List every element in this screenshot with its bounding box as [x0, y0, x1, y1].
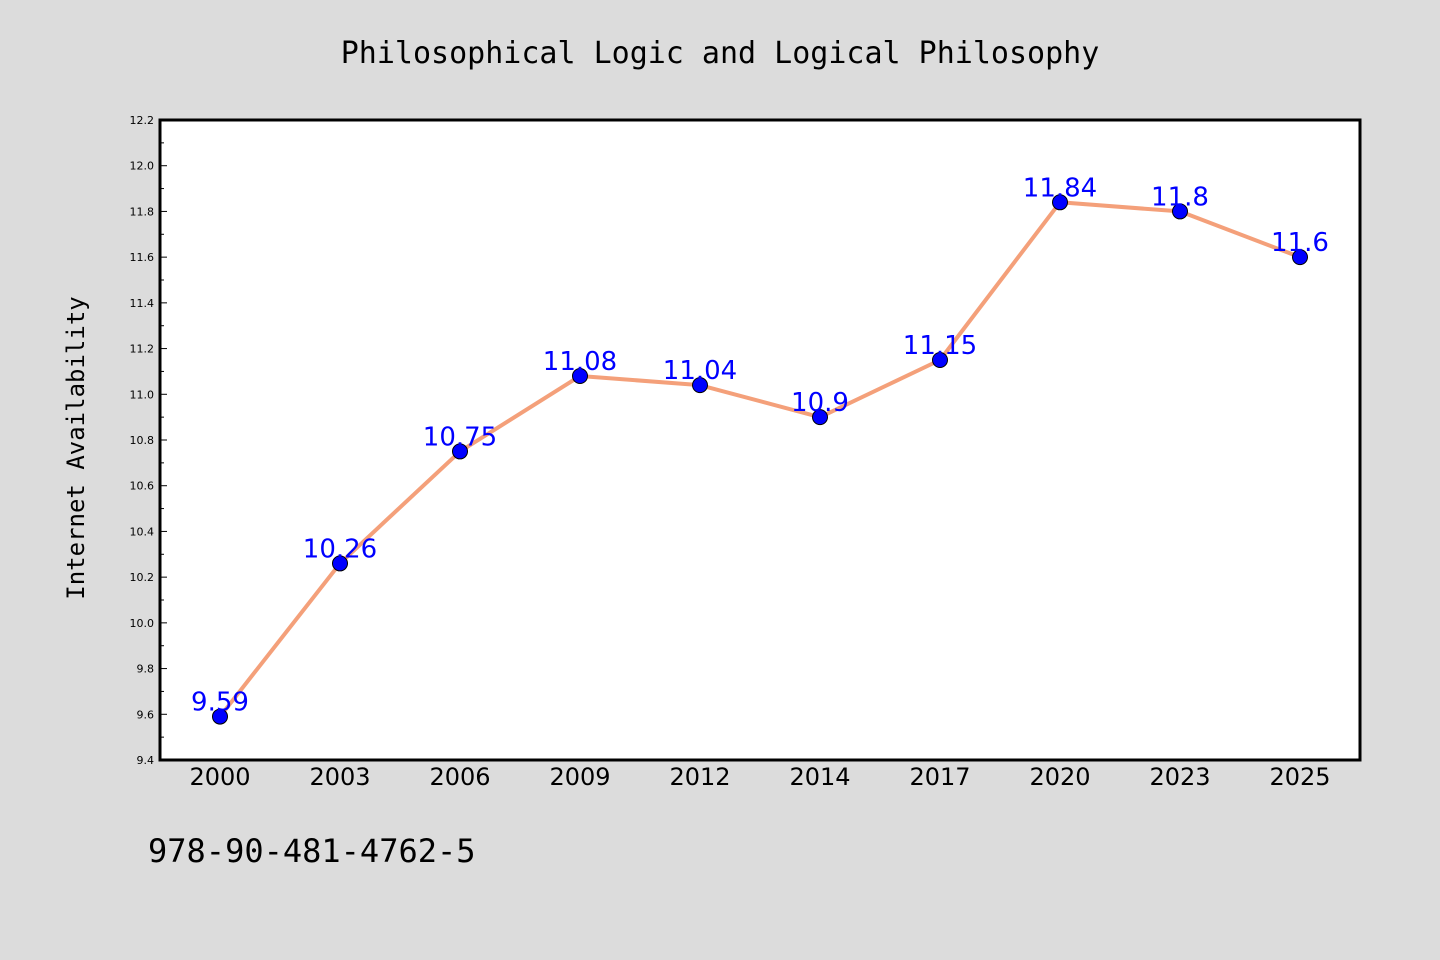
data-point [1052, 194, 1068, 211]
x-tick-label: 2017 [909, 763, 970, 791]
y-tick-label: 11.2 [130, 343, 155, 356]
data-point [212, 708, 228, 725]
x-tick-label: 2023 [1149, 763, 1210, 791]
data-point [572, 368, 588, 384]
series-layer [212, 194, 1308, 725]
y-tick-label: 9.8 [137, 663, 155, 676]
data-label: 10.75 [423, 422, 497, 452]
data-label: 11.15 [903, 331, 977, 361]
y-tick-label: 10.8 [130, 434, 155, 447]
data-point [692, 377, 708, 394]
y-tick-label: 12.2 [130, 114, 155, 127]
y-tick-label: 11.8 [130, 205, 155, 218]
y-tick-label: 12.0 [130, 160, 155, 173]
data-label: 11.84 [1023, 173, 1097, 203]
y-tick-label: 11.6 [130, 251, 155, 264]
data-point [812, 409, 828, 426]
data-label: 10.26 [303, 534, 377, 564]
x-tick-label: 2014 [789, 763, 850, 791]
data-label: 11.6 [1271, 228, 1329, 258]
data-point [452, 443, 468, 460]
plot-area [158, 118, 1362, 762]
data-labels: 9.59 10.26 10.75 11.08 11.04 10.9 11.15 11.84 11… [191, 173, 1329, 717]
y-tick-label: 9.4 [137, 754, 155, 767]
y-tick-label: 10.2 [130, 571, 155, 584]
isbn-footer: 978-90-481-4762-5 [148, 832, 476, 870]
x-tick-label: 2003 [309, 763, 370, 791]
data-point [1292, 249, 1308, 266]
x-tick-label: 2006 [429, 763, 490, 791]
y-tick-label: 11.4 [130, 297, 155, 310]
x-tick-label: 2025 [1269, 763, 1330, 791]
data-point [1172, 203, 1188, 220]
series-line [218, 200, 1302, 719]
x-axis: 2000 2003 2006 2009 2012 2014 2017 2020 2023 2025 [189, 763, 1330, 791]
y-tick-label: 10.4 [130, 525, 155, 538]
data-label: 11.08 [543, 347, 617, 377]
data-label: 10.9 [791, 388, 849, 418]
chart-title: Philosophical Logic and Logical Philosop… [341, 36, 1100, 71]
data-label: 11.04 [663, 356, 737, 386]
data-label: 9.59 [191, 688, 249, 718]
y-tick-label: 10.0 [130, 617, 155, 630]
x-tick-label: 2000 [189, 763, 250, 791]
x-tick-label: 2020 [1029, 763, 1090, 791]
data-point [932, 352, 948, 368]
y-tick-label: 9.6 [137, 708, 155, 721]
y-tick-label: 10.6 [130, 480, 155, 493]
y-axis-label: Internet Availability [62, 296, 90, 599]
y-tick-label: 11.0 [130, 388, 155, 401]
data-label: 11.8 [1151, 182, 1209, 212]
x-tick-label: 2012 [669, 763, 730, 791]
x-tick-label: 2009 [549, 763, 610, 791]
data-point [332, 555, 348, 572]
y-axis: 9.4 9.6 9.8 10.0 10.2 10.4 10.6 10.8 11.0 11.2 11.… [130, 114, 167, 767]
